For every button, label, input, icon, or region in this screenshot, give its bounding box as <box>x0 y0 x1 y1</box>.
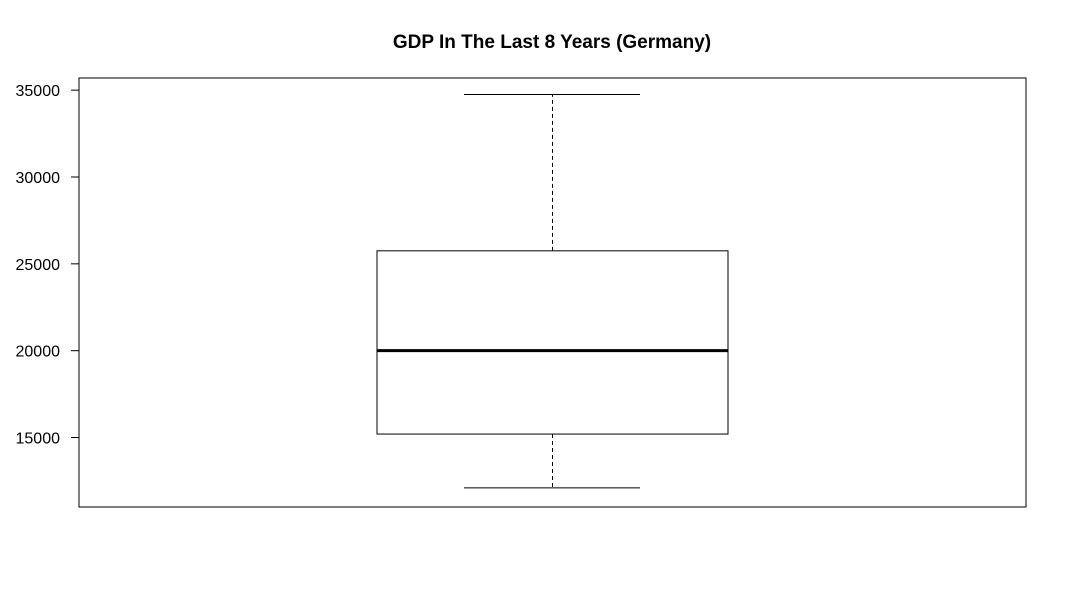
y-tick-label: 15000 <box>16 431 61 448</box>
y-tick-label: 25000 <box>16 257 61 274</box>
y-axis-ticks: 15000 20000 25000 30000 35000 <box>16 83 79 448</box>
y-tick-label: 20000 <box>16 344 61 361</box>
chart-title: GDP In The Last 8 Years (Germany) <box>393 32 711 53</box>
box-group <box>376 94 729 489</box>
interquartile-box <box>376 250 729 435</box>
y-tick-label: 30000 <box>16 170 61 187</box>
y-tick-label: 35000 <box>16 83 61 100</box>
